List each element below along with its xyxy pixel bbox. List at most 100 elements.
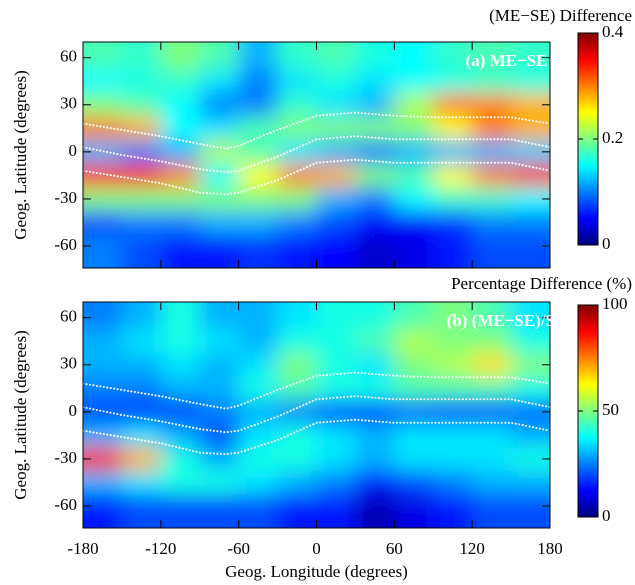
heatmap-cell <box>394 423 434 448</box>
x-tick-label: -60 <box>227 539 250 558</box>
heatmap-cell <box>238 353 279 378</box>
heatmap-cell <box>355 329 395 354</box>
heatmap-cell <box>160 116 201 141</box>
heatmap-cell <box>160 42 201 70</box>
heatmap-cell <box>472 447 512 472</box>
heatmap-cell <box>394 353 434 378</box>
heatmap-cell <box>83 234 123 268</box>
heatmap-cell <box>511 42 550 70</box>
heatmap-cell <box>511 329 550 354</box>
heatmap-cell <box>277 210 317 235</box>
heatmap-cell <box>316 42 356 70</box>
contour-line <box>83 111 550 150</box>
heatmap-cell <box>394 187 434 212</box>
heatmap-cell <box>394 470 434 495</box>
heatmap-cell <box>355 42 395 70</box>
heatmap-cell <box>316 423 356 448</box>
x-tick-label: -180 <box>67 539 98 558</box>
plot-area <box>83 302 550 528</box>
heatmap-cell <box>511 234 550 268</box>
colorbar-tick-label: 0.4 <box>602 22 624 41</box>
heatmap-cell <box>394 400 434 425</box>
heatmap-cell <box>83 69 123 94</box>
heatmap-cell <box>238 470 279 495</box>
heatmap-cell <box>199 423 240 448</box>
heatmap-cell <box>121 210 162 235</box>
heatmap-cell <box>472 140 512 165</box>
heatmap-cell <box>238 93 279 118</box>
heatmap-cell <box>121 234 162 268</box>
heatmap-cell <box>83 163 123 188</box>
heatmap-cell <box>199 140 240 165</box>
heatmap-cell <box>433 423 473 448</box>
heatmap-cell <box>355 470 395 495</box>
heatmap-cell <box>83 376 123 401</box>
heatmap-cell <box>394 42 434 70</box>
heatmap-cell <box>472 93 512 118</box>
heatmap-cell <box>316 116 356 141</box>
heatmap-cell <box>472 423 512 448</box>
heatmap-cell <box>160 447 201 472</box>
heatmap-cell <box>316 494 356 528</box>
heatmap-cell <box>121 447 162 472</box>
heatmap-cell <box>433 163 473 188</box>
heatmap-cell <box>355 302 395 330</box>
heatmap-cell <box>433 69 473 94</box>
heatmap-cell <box>160 494 201 528</box>
heatmap-cell <box>121 116 162 141</box>
heatmap-cell <box>199 42 240 70</box>
heatmap-cell <box>316 400 356 425</box>
heatmap-cell <box>316 69 356 94</box>
heatmap-cell <box>238 302 279 330</box>
heatmap-cell <box>83 302 123 330</box>
heatmap-cell <box>394 302 434 330</box>
heatmap-cell <box>83 423 123 448</box>
heatmap-cell <box>238 163 279 188</box>
heatmap-cell <box>472 210 512 235</box>
heatmap-cell <box>160 470 201 495</box>
heatmap-cell <box>121 163 162 188</box>
heatmap-cell <box>433 329 473 354</box>
x-tick-label: 180 <box>537 539 563 558</box>
y-tick-label: -30 <box>54 188 77 207</box>
heatmap-cell <box>394 210 434 235</box>
heatmap-cell <box>433 447 473 472</box>
heatmap-cell <box>433 376 473 401</box>
heatmap-cell <box>472 234 512 268</box>
heatmap-cell <box>238 376 279 401</box>
heatmap-cell <box>160 329 201 354</box>
heatmap-cell <box>433 353 473 378</box>
heatmap-cell <box>277 423 317 448</box>
heatmap-cell <box>199 302 240 330</box>
heatmap-cell <box>121 470 162 495</box>
heatmap-cell <box>238 42 279 70</box>
heatmap-cell <box>238 423 279 448</box>
y-tick-label: 30 <box>60 354 77 373</box>
heatmap-cell <box>511 353 550 378</box>
heatmap-cell <box>316 376 356 401</box>
heatmap-cell <box>511 470 550 495</box>
y-tick-label: -60 <box>54 235 77 254</box>
heatmap-cell <box>316 93 356 118</box>
heatmap-cell <box>511 210 550 235</box>
heatmap-cell <box>199 353 240 378</box>
heatmap-cell <box>511 163 550 188</box>
heatmap-cell <box>160 93 201 118</box>
heatmap-cell <box>394 69 434 94</box>
contour-line <box>83 395 550 434</box>
heatmap-cell <box>121 376 162 401</box>
heatmap-cell <box>160 353 201 378</box>
heatmap-cell <box>83 210 123 235</box>
heatmap-cell <box>394 140 434 165</box>
heatmap-cell <box>160 140 201 165</box>
heatmap-cell <box>355 69 395 94</box>
heatmap-cell <box>160 376 201 401</box>
heatmap-cell <box>355 187 395 212</box>
heatmap-cell <box>199 494 240 528</box>
colorbar-title: Percentage Difference (%) <box>451 274 632 293</box>
heatmap-cell <box>277 234 317 268</box>
heatmap-cell <box>83 116 123 141</box>
heatmap-cell <box>355 163 395 188</box>
heatmap-cell <box>277 140 317 165</box>
